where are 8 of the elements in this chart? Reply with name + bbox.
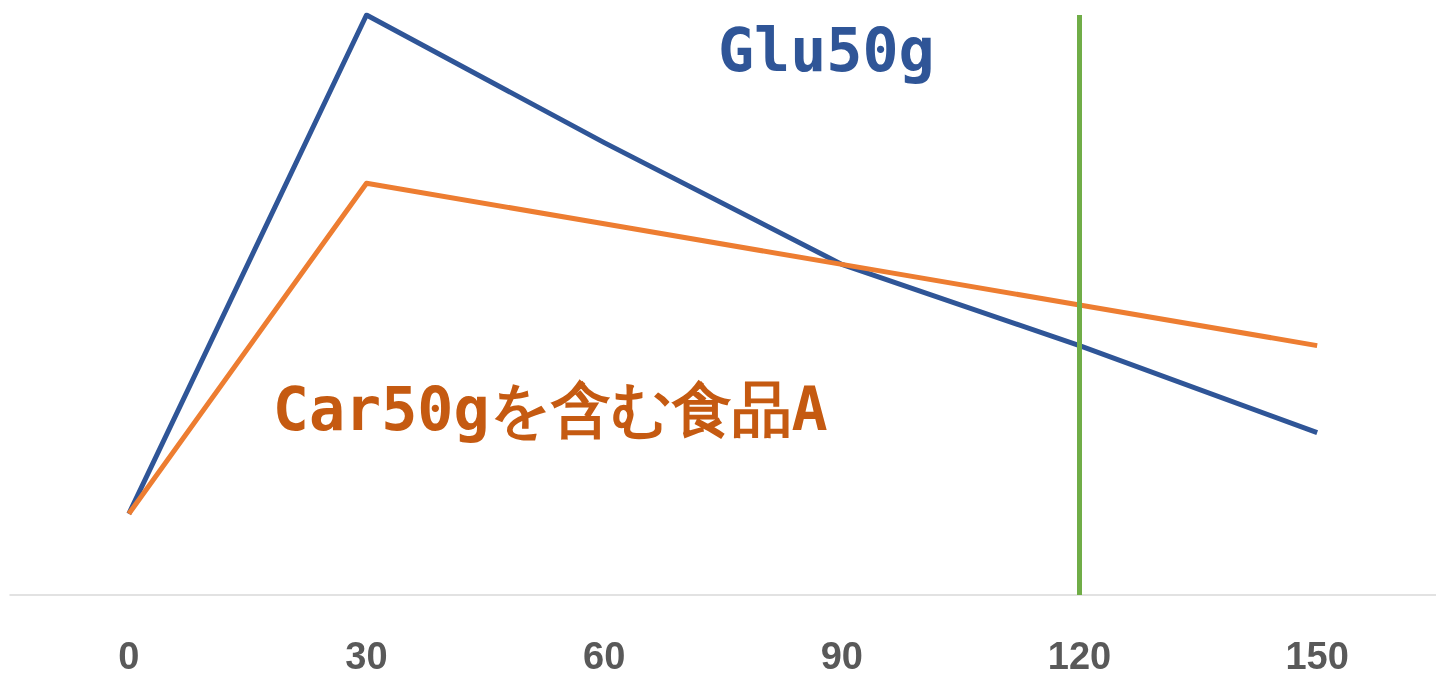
x-tick-label: 0: [118, 635, 140, 677]
series-label: Car50gを含む食品A: [272, 374, 828, 445]
x-tick-label: 120: [1047, 635, 1112, 677]
x-tick-label: 30: [345, 635, 388, 677]
x-tick-label: 150: [1285, 635, 1349, 677]
x-tick-label: 90: [820, 635, 863, 677]
series-label: Glu50g: [718, 15, 935, 86]
x-tick-label: 60: [583, 635, 626, 677]
